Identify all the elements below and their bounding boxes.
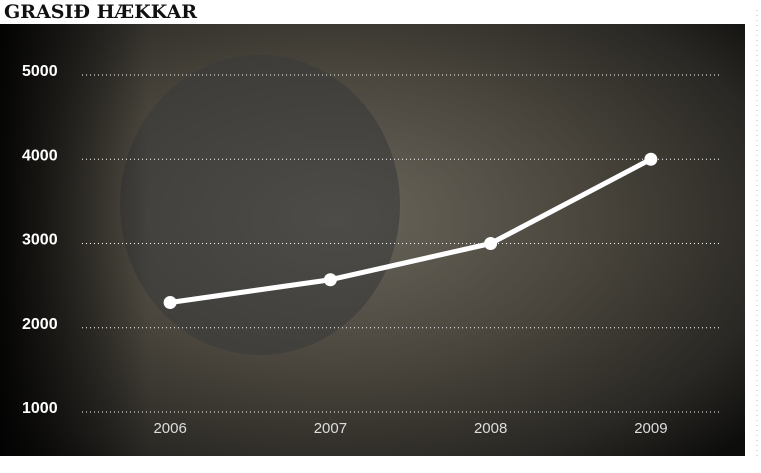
point bbox=[163, 295, 177, 309]
y-tick-label: 4000 bbox=[22, 147, 58, 164]
y-tick-label: 1000 bbox=[22, 400, 58, 417]
y-tick-label: 2000 bbox=[22, 316, 58, 333]
point bbox=[323, 273, 337, 287]
x-tick-label: 2009 bbox=[634, 420, 667, 437]
y-tick-label: 5000 bbox=[22, 63, 58, 80]
line bbox=[169, 157, 653, 305]
point bbox=[484, 237, 498, 250]
chart-title: GRASIÐ HÆKKAR bbox=[4, 1, 197, 23]
y-tick-label: 3000 bbox=[22, 232, 58, 249]
background-shade bbox=[0, 24, 745, 456]
point bbox=[644, 152, 658, 166]
x-tick-label: 2008 bbox=[474, 420, 507, 437]
x-tick-label: 2007 bbox=[314, 420, 347, 437]
x-tick-label: 2006 bbox=[153, 420, 186, 437]
